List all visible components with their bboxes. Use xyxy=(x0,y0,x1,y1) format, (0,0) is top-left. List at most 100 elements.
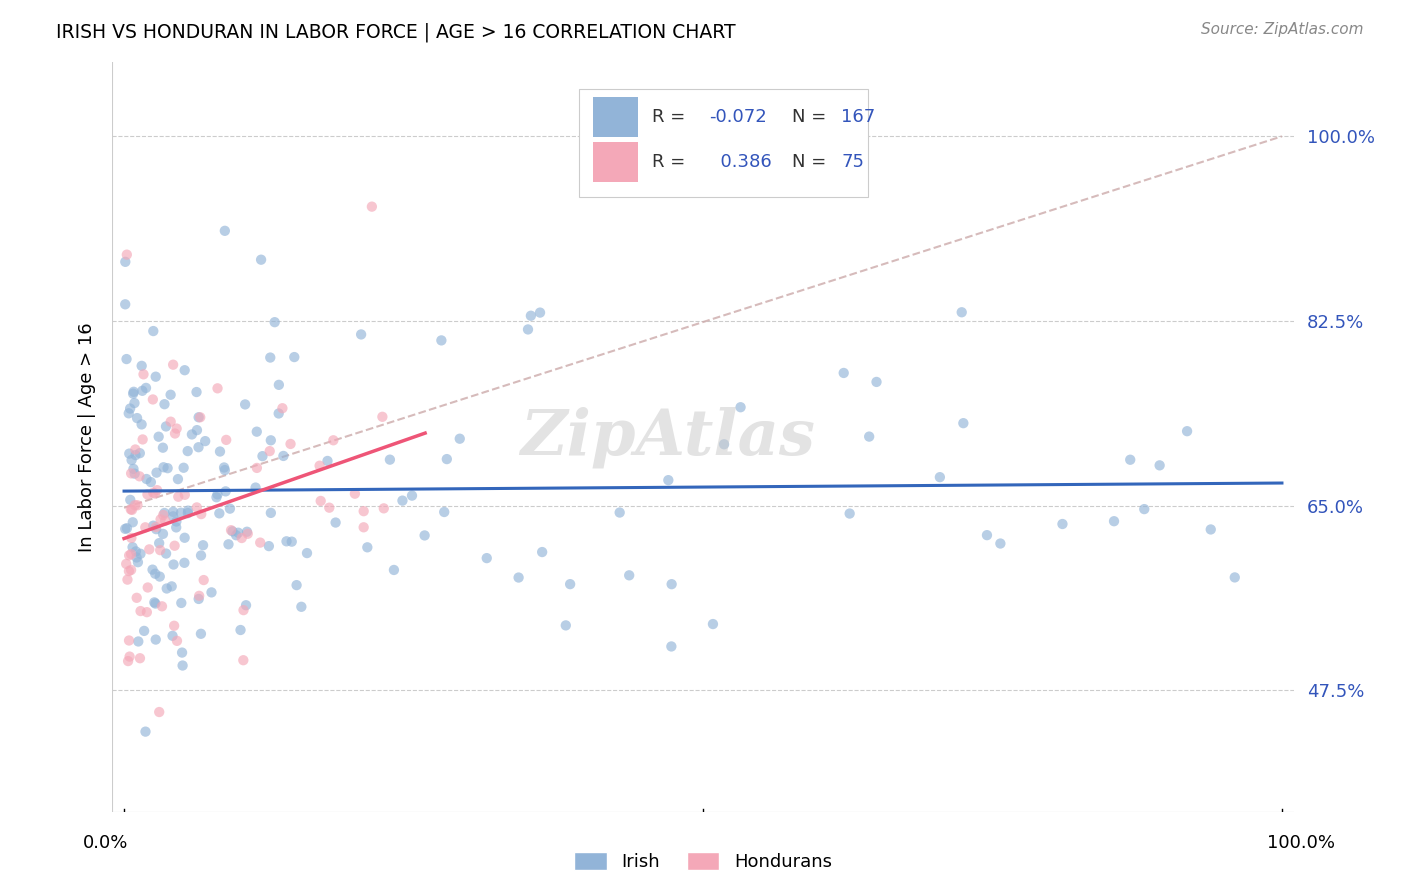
Text: 100.0%: 100.0% xyxy=(1267,834,1334,852)
Point xyxy=(134,624,156,638)
Point xyxy=(267,407,290,421)
Point xyxy=(1133,502,1156,516)
Point xyxy=(118,549,141,563)
Point xyxy=(207,381,229,395)
Point xyxy=(145,369,167,384)
Point xyxy=(128,469,150,483)
Point xyxy=(928,470,950,484)
Point xyxy=(146,483,169,498)
Point xyxy=(115,521,138,535)
Point xyxy=(200,585,222,599)
Point xyxy=(214,484,236,499)
Text: 0.386: 0.386 xyxy=(709,153,772,171)
Point xyxy=(162,629,184,643)
Point xyxy=(134,724,156,739)
Point xyxy=(187,410,209,425)
Point xyxy=(166,633,188,648)
Point xyxy=(520,309,543,323)
Point xyxy=(131,384,153,398)
FancyBboxPatch shape xyxy=(579,88,869,197)
Point xyxy=(285,578,308,592)
Point xyxy=(245,481,267,495)
Point xyxy=(122,462,145,476)
Point xyxy=(713,437,735,451)
Text: -0.072: -0.072 xyxy=(709,108,766,126)
Point xyxy=(235,599,257,613)
Point xyxy=(152,527,174,541)
Point xyxy=(325,516,347,530)
Point xyxy=(371,409,394,424)
Point xyxy=(153,506,176,520)
Point xyxy=(159,388,181,402)
Point xyxy=(117,573,139,587)
Point xyxy=(176,444,198,458)
Point xyxy=(950,305,973,319)
Point xyxy=(218,537,240,551)
Point xyxy=(135,381,157,395)
Point xyxy=(413,528,436,542)
Point xyxy=(356,541,378,555)
Point xyxy=(233,397,256,411)
Point xyxy=(149,569,172,583)
Point xyxy=(180,427,202,442)
Point xyxy=(148,430,170,444)
Point xyxy=(619,568,641,582)
Point xyxy=(1149,458,1171,473)
Point xyxy=(433,505,456,519)
Point xyxy=(120,547,142,561)
Legend: Irish, Hondurans: Irish, Hondurans xyxy=(567,845,839,879)
Point xyxy=(131,359,153,373)
Point xyxy=(125,544,148,558)
Point xyxy=(143,486,166,500)
Point xyxy=(156,582,179,596)
Point xyxy=(115,557,138,571)
Text: R =: R = xyxy=(652,108,692,126)
Point xyxy=(115,247,138,261)
Point xyxy=(173,488,195,502)
Point xyxy=(190,549,212,563)
Point xyxy=(141,563,163,577)
Point xyxy=(173,556,195,570)
Point xyxy=(152,460,174,475)
Point xyxy=(159,415,181,429)
Point xyxy=(125,411,148,425)
Point xyxy=(858,429,880,443)
Point xyxy=(259,351,281,365)
Point xyxy=(125,591,148,605)
Point xyxy=(430,334,453,348)
Point xyxy=(162,505,184,519)
Point xyxy=(212,460,235,475)
Point xyxy=(163,426,186,441)
Point xyxy=(142,392,165,407)
Point xyxy=(187,591,209,606)
Point xyxy=(148,705,170,719)
Text: Source: ZipAtlas.com: Source: ZipAtlas.com xyxy=(1201,22,1364,37)
Point xyxy=(134,520,156,534)
Point xyxy=(120,531,142,545)
Point xyxy=(657,473,679,487)
Point xyxy=(207,487,229,501)
Point xyxy=(120,563,142,577)
Point xyxy=(226,525,249,540)
Point xyxy=(382,563,405,577)
Point xyxy=(260,434,283,448)
Point xyxy=(436,452,458,467)
Point xyxy=(172,658,194,673)
Point xyxy=(127,634,149,648)
Point xyxy=(188,410,211,425)
Point xyxy=(225,528,247,542)
Point xyxy=(190,627,212,641)
Point xyxy=(554,618,576,632)
Point xyxy=(373,501,395,516)
Point xyxy=(129,547,152,561)
Point xyxy=(131,433,153,447)
Point xyxy=(122,384,145,399)
Point xyxy=(118,447,141,461)
Point xyxy=(730,401,752,415)
Point xyxy=(132,368,155,382)
Point xyxy=(177,506,200,520)
Point xyxy=(162,558,184,572)
Point xyxy=(163,539,186,553)
Point xyxy=(221,524,243,539)
Y-axis label: In Labor Force | Age > 16: In Labor Force | Age > 16 xyxy=(77,322,96,552)
